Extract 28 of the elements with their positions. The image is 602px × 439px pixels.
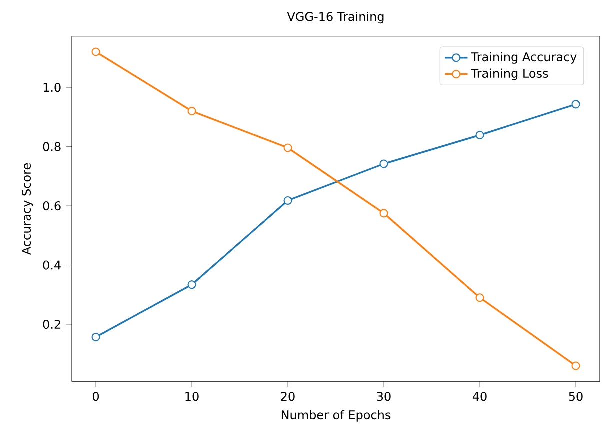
- legend-label: Training Loss: [471, 68, 548, 80]
- y-tick-label: 0.6: [43, 202, 61, 211]
- y-tick-label: 0.4: [43, 260, 61, 270]
- point: [92, 48, 100, 56]
- x-tick-label: 50: [569, 392, 583, 402]
- x-tick-label: 30: [377, 392, 391, 402]
- point: [188, 106, 196, 116]
- point: [284, 196, 292, 205]
- x-tick-label: 40: [472, 392, 487, 402]
- y-tick-label: 1.0: [44, 83, 61, 92]
- point: [380, 209, 388, 218]
- point: [284, 144, 292, 152]
- y-tick-label: 0.2: [43, 320, 60, 330]
- y-axis-title: Accuracy Score: [22, 164, 34, 256]
- x-axis-title: Number of Epochs: [282, 410, 391, 422]
- x-tick-label: 0: [92, 392, 100, 402]
- point: [476, 130, 484, 140]
- chart-title: VGG-16 Training: [287, 12, 384, 24]
- point: [188, 280, 196, 290]
- legend-label: Training Accuracy: [471, 52, 577, 64]
- x-tick-label: 10: [186, 392, 199, 402]
- point: [476, 294, 484, 302]
- point: [572, 362, 580, 370]
- y-tick-label: 0.8: [43, 142, 61, 152]
- point: [380, 160, 388, 168]
- point: [92, 332, 100, 342]
- x-tick-label: 20: [281, 392, 295, 402]
- point: [572, 100, 580, 109]
